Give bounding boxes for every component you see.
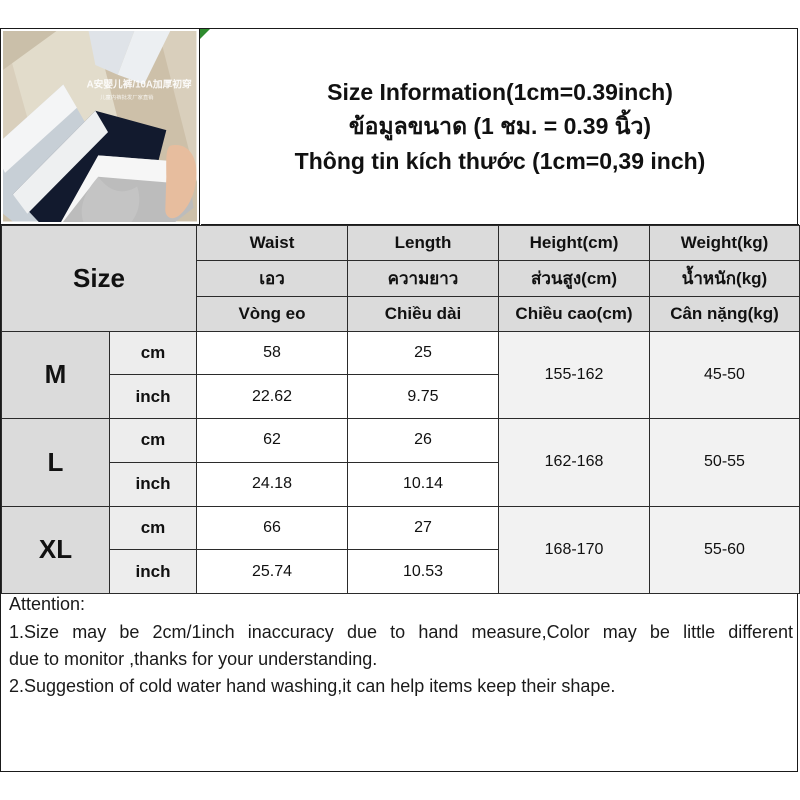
svg-text:A安婴儿裤/10A加厚初穿: A安婴儿裤/10A加厚初穿 [87,77,192,90]
svg-text:儿童内裤批发厂家直销: 儿童内裤批发厂家直销 [100,93,154,101]
